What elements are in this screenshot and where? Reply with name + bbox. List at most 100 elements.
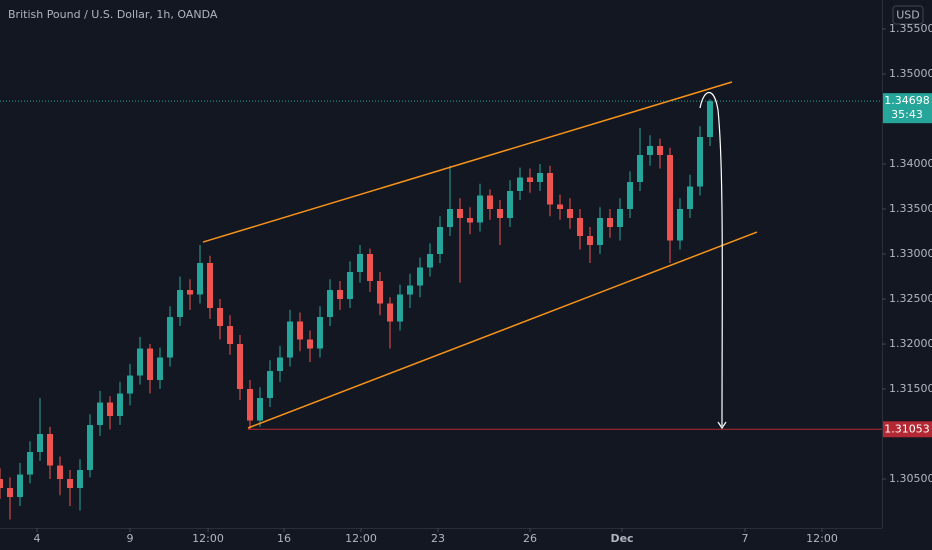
candle-body [217, 308, 223, 327]
candle-body [47, 434, 53, 466]
candle-body [327, 290, 333, 318]
last-price-tag [883, 93, 932, 124]
y-tick-label: 1.35500 [889, 22, 932, 35]
y-tick-label: 1.31500 [889, 382, 932, 395]
x-tick-label: 16 [277, 532, 291, 545]
candle-body [537, 172, 543, 183]
candle-body [587, 236, 593, 246]
candle-body [527, 177, 533, 183]
target-price-label: 1.31053 [884, 422, 930, 435]
candle-body [247, 389, 253, 421]
candle-body [487, 195, 493, 210]
candle-body [617, 209, 623, 228]
candle-body [547, 172, 553, 205]
candle-body [467, 218, 473, 223]
x-tick-label: 12:00 [806, 532, 838, 545]
x-tick-label: 9 [127, 532, 134, 545]
candle-body [437, 227, 443, 255]
y-tick-label: 1.35000 [889, 67, 932, 80]
x-tick-label: 23 [431, 532, 445, 545]
candle-body [57, 465, 63, 480]
candle-body [107, 402, 113, 417]
candle-body [447, 209, 453, 228]
countdown: 35:43 [891, 108, 923, 121]
trend-line [202, 81, 733, 243]
candle-body [427, 254, 433, 268]
candle-body [97, 402, 103, 426]
candle-body [337, 290, 343, 300]
candle-body [277, 357, 283, 372]
candle-body [457, 209, 463, 219]
candle-body [227, 326, 233, 345]
candle-body [697, 136, 703, 187]
candle-body [667, 154, 673, 241]
candle-body [87, 425, 93, 471]
candle-body [477, 195, 483, 223]
candle-body [167, 317, 173, 358]
plot [0, 81, 882, 520]
chart-title: British Pound / U.S. Dollar, 1h, OANDA [8, 8, 218, 21]
candle-body [197, 263, 203, 295]
candle-body [347, 272, 353, 300]
candle-body [367, 254, 373, 282]
candle-body [377, 281, 383, 304]
candle-body [387, 303, 393, 322]
candle-body [357, 254, 363, 273]
x-tick-label: 12:00 [345, 532, 377, 545]
candle-body [557, 204, 563, 210]
candle-body [657, 145, 663, 155]
candle-body [407, 285, 413, 295]
currency: USD [896, 9, 920, 22]
y-tick-label: 1.30500 [889, 472, 932, 485]
arrow-head [717, 421, 727, 430]
candle-body [497, 209, 503, 219]
y-tick-label: 1.34000 [889, 157, 932, 170]
x-tick-label: 4 [34, 532, 41, 545]
x-tick-label: 7 [742, 532, 749, 545]
y-tick-label: 1.33000 [889, 247, 932, 260]
candle-body [627, 182, 633, 210]
target-price-tag [883, 421, 932, 438]
projection-arrow [699, 91, 723, 427]
candle-body [597, 218, 603, 246]
candle-body [127, 375, 133, 394]
x-tick-label: 12:00 [192, 532, 224, 545]
candle-body [517, 177, 523, 192]
candle-body [177, 290, 183, 318]
candle-body [237, 344, 243, 390]
candle-body [257, 398, 263, 421]
candle-body [117, 393, 123, 417]
candle-body [267, 371, 273, 399]
candle-body [7, 488, 13, 498]
candle-body [307, 339, 313, 349]
candle-body [207, 263, 213, 309]
candle-body [567, 209, 573, 219]
y-tick-label: 1.32000 [889, 337, 932, 350]
candle-body [0, 479, 3, 489]
candle-body [287, 321, 293, 358]
x-tick-label: 26 [523, 532, 537, 545]
y-tick-label: 1.32500 [889, 292, 932, 305]
candle-body [607, 218, 613, 228]
candle-body [37, 434, 43, 453]
candle-body [317, 317, 323, 349]
candle-body [297, 321, 303, 340]
currency-box [892, 5, 924, 25]
candle-body [637, 154, 643, 183]
candle-body [77, 470, 83, 489]
candle-body [647, 145, 653, 155]
candle-body [397, 294, 403, 322]
candle-body [17, 474, 23, 498]
candle-body [577, 218, 583, 237]
candle-body [677, 209, 683, 241]
candle-body [687, 186, 693, 210]
candle-body [147, 348, 153, 381]
candle-body [187, 290, 193, 295]
candle-body [27, 452, 33, 475]
y-tick-label: 1.33500 [889, 202, 932, 215]
trend-line [247, 231, 758, 429]
candle-body [67, 479, 73, 489]
candle-body [507, 191, 513, 219]
